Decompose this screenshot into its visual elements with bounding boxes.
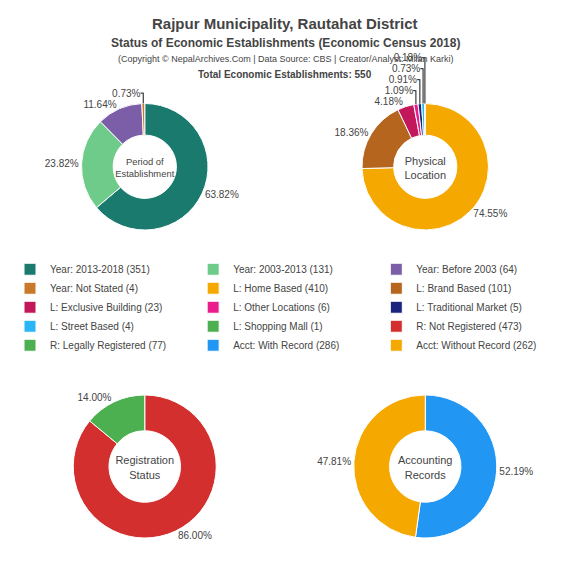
svg-text:47.81%: 47.81% (317, 456, 351, 467)
svg-text:L: Shopping Mall (1): L: Shopping Mall (1) (233, 321, 323, 332)
svg-text:18.36%: 18.36% (335, 127, 369, 138)
svg-text:14.00%: 14.00% (78, 392, 112, 403)
svg-text:L: Exclusive Building (23): L: Exclusive Building (23) (50, 302, 162, 313)
svg-text:Year: Not Stated (4): Year: Not Stated (4) (50, 283, 138, 294)
svg-text:Rajpur Municipality, Rautahat: Rajpur Municipality, Rautahat District (152, 15, 418, 32)
svg-text:63.82%: 63.82% (205, 189, 239, 200)
svg-text:PhysicalLocation: PhysicalLocation (404, 155, 446, 181)
svg-text:Acct: Without Record (262): Acct: Without Record (262) (416, 340, 536, 351)
svg-text:Year: 2013-2018 (351): Year: 2013-2018 (351) (50, 264, 150, 275)
svg-text:Period ofEstablishment: Period ofEstablishment (115, 156, 174, 179)
svg-text:Acct: With Record (286): Acct: With Record (286) (233, 340, 339, 351)
svg-text:R: Legally Registered (77): R: Legally Registered (77) (50, 340, 166, 351)
svg-text:(Copyright © NepalArchives.Com: (Copyright © NepalArchives.Com | Data So… (118, 54, 453, 64)
svg-text:L: Other Locations (6): L: Other Locations (6) (233, 302, 330, 313)
svg-text:52.19%: 52.19% (499, 466, 533, 477)
svg-text:Year: Before 2003 (64): Year: Before 2003 (64) (416, 264, 517, 275)
svg-text:Status of Economic Establishme: Status of Economic Establishments (Econo… (111, 36, 460, 50)
svg-text:86.00%: 86.00% (178, 530, 212, 541)
svg-text:L: Street Based (4): L: Street Based (4) (50, 321, 134, 332)
svg-text:Year: 2003-2013 (131): Year: 2003-2013 (131) (233, 264, 333, 275)
svg-text:RegistrationStatus: RegistrationStatus (115, 454, 174, 480)
svg-text:74.55%: 74.55% (473, 208, 507, 219)
svg-text:11.64%: 11.64% (83, 99, 116, 110)
svg-text:0.73%: 0.73% (392, 63, 420, 74)
svg-text:R: Not Registered (473): R: Not Registered (473) (416, 321, 522, 332)
svg-text:L: Traditional Market (5): L: Traditional Market (5) (416, 302, 522, 313)
svg-text:4.18%: 4.18% (374, 96, 402, 107)
svg-text:0.73%: 0.73% (112, 88, 140, 99)
svg-text:Total Economic Establishments:: Total Economic Establishments: 550 (198, 69, 372, 80)
svg-text:0.18%: 0.18% (394, 52, 422, 63)
svg-text:AccountingRecords: AccountingRecords (398, 454, 452, 480)
svg-text:L: Brand Based (101): L: Brand Based (101) (416, 283, 511, 294)
svg-text:L: Home Based (410): L: Home Based (410) (233, 283, 328, 294)
svg-text:1.09%: 1.09% (385, 85, 413, 96)
svg-text:0.91%: 0.91% (389, 74, 417, 85)
svg-text:23.82%: 23.82% (45, 158, 79, 169)
